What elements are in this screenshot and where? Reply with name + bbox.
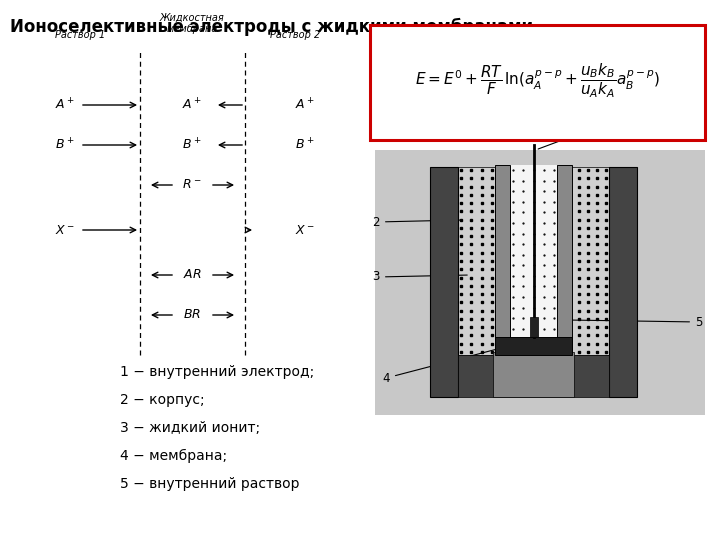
Text: $B^+$: $B^+$ bbox=[182, 137, 202, 153]
Text: 4: 4 bbox=[382, 348, 503, 384]
Text: $R^-$: $R^-$ bbox=[182, 179, 202, 192]
Text: $A^+$: $A^+$ bbox=[55, 97, 75, 113]
Bar bbox=[510, 165, 557, 355]
Text: 2: 2 bbox=[372, 215, 460, 228]
Text: $A^+$: $A^+$ bbox=[182, 97, 202, 113]
Bar bbox=[557, 165, 572, 355]
Text: $X^-$: $X^-$ bbox=[295, 224, 315, 237]
Text: 5: 5 bbox=[570, 315, 703, 328]
Bar bbox=[567, 167, 609, 355]
Text: Раствор 2: Раствор 2 bbox=[270, 30, 320, 40]
Bar bbox=[609, 167, 637, 397]
Text: 3: 3 bbox=[373, 271, 467, 284]
Text: 2 − корпус;: 2 − корпус; bbox=[120, 393, 204, 407]
Text: 4 − мембрана;: 4 − мембрана; bbox=[120, 449, 227, 463]
Text: 1: 1 bbox=[538, 120, 601, 149]
Text: $B^+$: $B^+$ bbox=[55, 137, 75, 153]
Bar bbox=[493, 352, 574, 397]
Text: $E = E^0 + \dfrac{RT}{F}\,\ln(a_A^{p-p} + \dfrac{u_B k_B}{u_A k_A} a_B^{p-p})$: $E = E^0 + \dfrac{RT}{F}\,\ln(a_A^{p-p} … bbox=[415, 62, 660, 99]
Text: Ионоселективные электроды с жидкими мембранами: Ионоселективные электроды с жидкими мемб… bbox=[10, 18, 533, 36]
Bar bbox=[458, 355, 609, 397]
Text: Жидкостная
мембрана: Жидкостная мембрана bbox=[160, 12, 225, 34]
Text: 3 − жидкий ионит;: 3 − жидкий ионит; bbox=[120, 421, 260, 435]
Text: $BR$: $BR$ bbox=[183, 308, 201, 321]
Bar bbox=[495, 337, 572, 355]
Bar bbox=[370, 25, 705, 140]
Text: $X^-$: $X^-$ bbox=[55, 224, 75, 237]
Bar bbox=[529, 317, 538, 337]
Bar bbox=[458, 167, 495, 355]
Text: $B^+$: $B^+$ bbox=[295, 137, 315, 153]
Text: $AR$: $AR$ bbox=[183, 268, 202, 281]
Bar bbox=[375, 150, 705, 415]
Text: Раствор 1: Раствор 1 bbox=[55, 30, 105, 40]
Bar bbox=[495, 165, 510, 355]
Text: $A^+$: $A^+$ bbox=[295, 97, 315, 113]
Bar bbox=[430, 167, 458, 397]
Text: 5 − внутренний раствор: 5 − внутренний раствор bbox=[120, 477, 300, 491]
Text: 1 − внутренний электрод;: 1 − внутренний электрод; bbox=[120, 365, 314, 379]
